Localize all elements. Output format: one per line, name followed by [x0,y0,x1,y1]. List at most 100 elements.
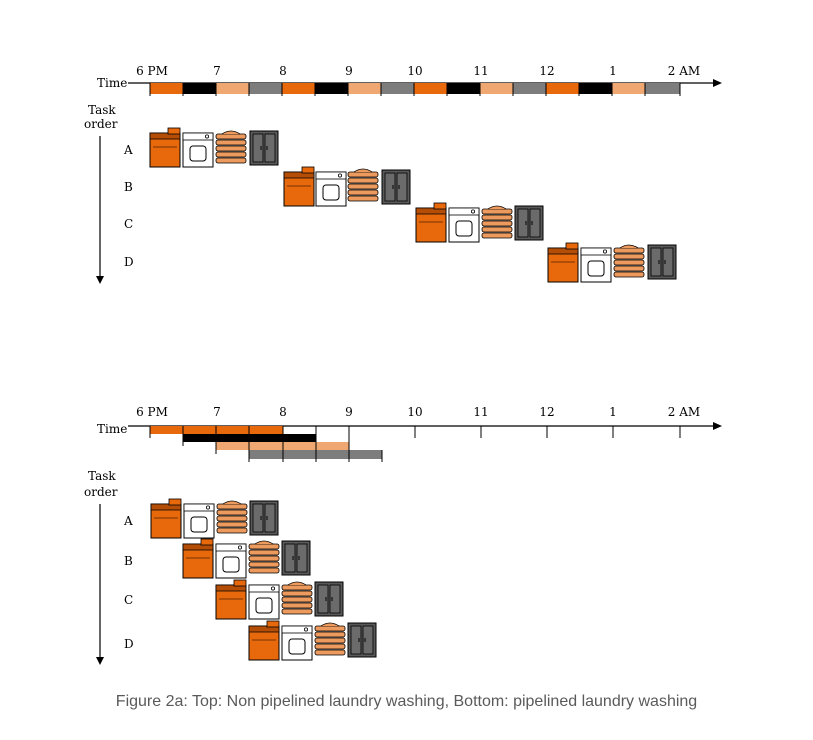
bottom-task-order-label: order [84,485,118,499]
bottom-task-order-label: Task [88,469,116,483]
top-task-label: B [124,180,133,194]
dryer-icon [182,132,214,168]
top-bar-dry [447,83,480,94]
top-hour-label: 2 AM [668,64,700,78]
top-hour-label: 6 PM [136,64,168,78]
top-hour-label: 10 [407,64,422,78]
dryer-icon [315,171,347,207]
figure-caption: Figure 2a: Top: Non pipelined laundry wa… [115,693,698,710]
dryer-icon [248,584,280,620]
bottom-task-label: B [124,554,133,568]
top-bar-wash [282,83,315,94]
top-bar-store [645,83,680,94]
top-bar-store [249,83,282,94]
closet-icon [347,622,377,658]
top-task-label: C [124,217,133,231]
bottom-hour-label: 6 PM [136,405,168,419]
folded-clothes-icon [215,130,247,164]
top-bar-dry [315,83,348,94]
dryer-icon [281,625,313,661]
folded-clothes-icon [216,500,248,534]
bottom-task-label: D [124,637,134,651]
top-task-order-label: Task [88,103,116,117]
top-time-label: Time [97,76,127,90]
closet-icon [514,205,544,241]
washer-icon [547,242,579,283]
dryer-icon [215,543,247,579]
closet-icon [249,130,279,166]
bottom-hour-label: 2 AM [668,405,700,419]
folded-clothes-icon [347,168,379,202]
top-hour-label: 9 [345,64,353,78]
washer-icon [415,202,447,243]
bottom-hour-labels: 6 PM 7 8 9 10 11 12 1 2 AM [136,405,700,419]
top-bar-wash [546,83,579,94]
folded-clothes-icon [281,581,313,615]
top-task-axis-arrowhead [96,276,104,284]
bottom-hour-label: 10 [407,405,422,419]
top-hour-labels: 6 PM 7 8 9 10 11 12 1 2 AM [136,64,700,78]
washer-icon [150,498,182,539]
folded-clothes-icon [248,540,280,574]
top-tick-marks [149,83,681,96]
closet-icon [281,540,311,576]
bottom-task-d-row [248,620,377,661]
top-task-label: D [124,255,134,269]
bottom-task-axis-arrowhead [96,657,104,665]
bottom-task-a-row [150,498,279,539]
bottom-hour-label: 11 [473,405,488,419]
dryer-icon [580,247,612,283]
washer-icon [248,620,280,661]
bottom-tick-marks [149,426,681,462]
top-bar-fold [612,83,645,94]
top-hour-label: 11 [473,64,488,78]
top-hour-label: 12 [539,64,554,78]
bottom-diagram: 6 PM 7 8 9 10 11 12 1 2 AM Time [84,405,722,665]
closet-icon [647,244,677,280]
closet-icon [381,169,411,205]
bottom-hour-label: 7 [213,405,221,419]
top-task-a-row [149,127,279,168]
top-bar-dry [579,83,612,94]
top-bar-store [381,83,414,94]
top-bar-fold [480,83,513,94]
dryer-icon [183,503,215,539]
bottom-task-c-row [215,579,344,620]
top-bar-wash [414,83,447,94]
top-task-d-row [547,242,677,283]
top-time-bars [150,83,680,94]
closet-icon [249,500,279,536]
top-hour-label: 7 [213,64,221,78]
folded-clothes-icon [613,244,645,278]
bottom-time-bars [150,426,382,459]
folded-clothes-icon [314,622,346,656]
bottom-hour-label: 8 [279,405,287,419]
washer-icon [182,538,214,579]
folded-clothes-icon [481,205,513,239]
top-time-axis-arrowhead [713,79,722,87]
top-bar-wash [150,83,183,94]
bottom-task-label: A [123,514,133,528]
top-task-label: A [123,143,133,157]
bottom-hour-label: 1 [609,405,617,419]
top-hour-label: 1 [609,64,617,78]
bottom-time-label: Time [97,422,127,436]
washer-icon [215,579,247,620]
closet-icon [314,581,344,617]
bottom-hour-label: 12 [539,405,554,419]
top-bar-dry [183,83,216,94]
top-task-c-row [415,202,544,243]
washer-icon [283,166,315,207]
washer-icon [149,127,181,168]
dryer-icon [448,207,480,243]
bottom-task-b-row [182,538,311,579]
bottom-task-label: C [124,593,133,607]
bottom-hour-label: 9 [345,405,353,419]
top-bar-fold [216,83,249,94]
top-task-b-row [283,166,411,207]
top-hour-label: 8 [279,64,287,78]
top-diagram: 6 PM 7 8 9 10 11 12 1 2 AM Time [84,64,722,284]
top-bar-fold [348,83,381,94]
top-bar-store [513,83,546,94]
